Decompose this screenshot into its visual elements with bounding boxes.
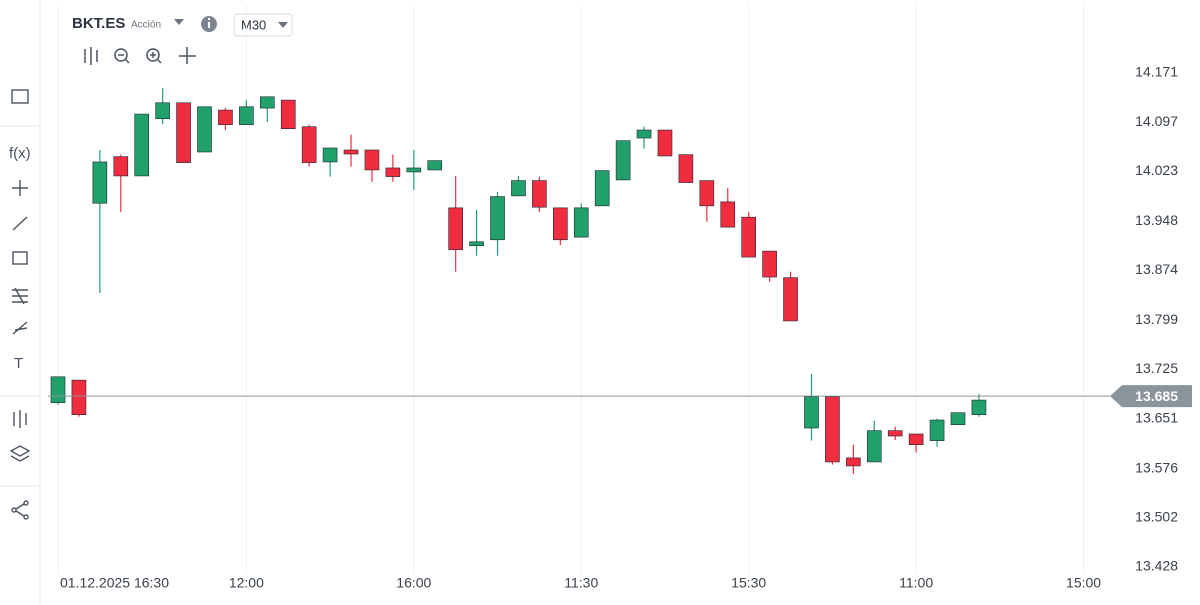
crosshair-tool[interactable] (12, 180, 28, 196)
zoom-in[interactable] (146, 48, 160, 62)
candle-body (950, 412, 966, 425)
asset-type: Acción (131, 20, 161, 31)
y-tick-label: 13.651 (1135, 409, 1178, 425)
current-price-label: 13.685 (1135, 388, 1178, 404)
candle-body (113, 156, 129, 177)
candle-body (615, 140, 631, 181)
candle-body (197, 106, 212, 153)
rect-tool[interactable] (12, 251, 28, 265)
pitchfork-tool[interactable] (12, 321, 28, 335)
y-tick-label: 13.874 (1135, 261, 1178, 277)
x-tick-label: 01.12.2025 16:30 (60, 575, 169, 591)
candle-body (971, 399, 987, 416)
timeframe-box[interactable] (233, 13, 293, 37)
candle-body (573, 207, 589, 238)
pan-tool[interactable] (179, 47, 196, 64)
candle-body (92, 161, 108, 204)
zoom-out[interactable] (114, 48, 128, 62)
candle-body (406, 167, 422, 173)
candle-tool[interactable] (84, 47, 98, 65)
candle-body (343, 149, 359, 155)
zoom-out-detail (118, 54, 130, 64)
candle-body (678, 154, 694, 183)
x-tick-label: 11:30 (564, 575, 598, 591)
function-tool[interactable]: f(x) (9, 145, 31, 162)
candle-body (929, 419, 945, 441)
y-tick-label: 13.725 (1135, 360, 1178, 376)
x-tick-label: 15:30 (731, 575, 766, 591)
candle-body (866, 430, 882, 463)
info-icon-bar (208, 22, 210, 28)
candle-body (532, 180, 547, 208)
candle-body (553, 207, 568, 241)
y-tick-label: 14.171 (1135, 64, 1178, 80)
candle-body (825, 396, 840, 463)
y-tick-label: 13.948 (1135, 212, 1178, 228)
layout-tool[interactable] (11, 89, 29, 104)
y-tick-label: 13.428 (1135, 558, 1178, 574)
plot: 01.12.2025 16:30 12:00 16:00 11:30 15:30 11:0… (48, 5, 1192, 591)
candle-body (908, 433, 924, 445)
x-tick-label: 16:00 (396, 575, 431, 591)
timeframe: M30 (241, 17, 266, 32)
y-tick-label: 13.576 (1135, 459, 1178, 475)
y-tick-label: 14.023 (1135, 162, 1178, 178)
candle-body (846, 457, 861, 467)
info-icon-dot (208, 18, 210, 20)
candle-body (762, 250, 777, 278)
candle-body (155, 102, 170, 120)
zoom-in-detail (150, 52, 162, 64)
candle-body (71, 379, 87, 416)
candle-body (657, 129, 673, 157)
candle-body (176, 102, 191, 163)
candle-body (239, 106, 254, 126)
share-dot (23, 514, 29, 520)
layers-tool[interactable] (9, 445, 31, 462)
timeframe-dropdown[interactable] (278, 22, 288, 28)
candle-body (783, 277, 798, 322)
candle-body (469, 241, 484, 247)
sidebar-tools (9, 89, 31, 520)
candle-body (364, 149, 380, 171)
candle-body (301, 126, 317, 163)
candle-body (218, 109, 233, 126)
candle-body (259, 96, 275, 109)
share-lines (15, 503, 25, 517)
fib-tool[interactable] (12, 287, 28, 305)
candle-body (427, 160, 443, 171)
candle-body (741, 216, 756, 258)
y-tick-label: 14.097 (1135, 113, 1178, 129)
candle-body (594, 170, 610, 207)
symbol[interactable]: BKT.ES (72, 15, 125, 32)
candle-body (448, 207, 463, 251)
x-tick-label: 11:00 (899, 575, 933, 591)
candle-body (385, 167, 401, 177)
y-tick-label: 13.502 (1135, 509, 1178, 525)
candle-body (280, 99, 296, 130)
candle-body (636, 129, 652, 139)
candle-body (720, 201, 736, 228)
candle-body (511, 180, 526, 197)
current-price-tag (1110, 385, 1192, 408)
candle-body (699, 180, 715, 207)
text-tool[interactable]: T (14, 355, 23, 372)
x-tick-label: 12:00 (229, 575, 264, 591)
candle-body (50, 376, 66, 404)
y-tick-label: 13.799 (1135, 311, 1178, 327)
share-dot (23, 500, 29, 506)
candle-body (804, 396, 819, 429)
candle-body (490, 196, 505, 241)
candle-body (134, 113, 150, 177)
indicator-tool[interactable] (13, 410, 27, 428)
line-tool[interactable] (12, 216, 28, 231)
candle-body (322, 147, 338, 163)
share-tool[interactable] (11, 507, 17, 513)
chart-tools (84, 47, 196, 65)
x-tick-label: 15:00 (1066, 575, 1101, 591)
symbol-dropdown[interactable] (174, 19, 184, 25)
candle-body (887, 430, 903, 437)
